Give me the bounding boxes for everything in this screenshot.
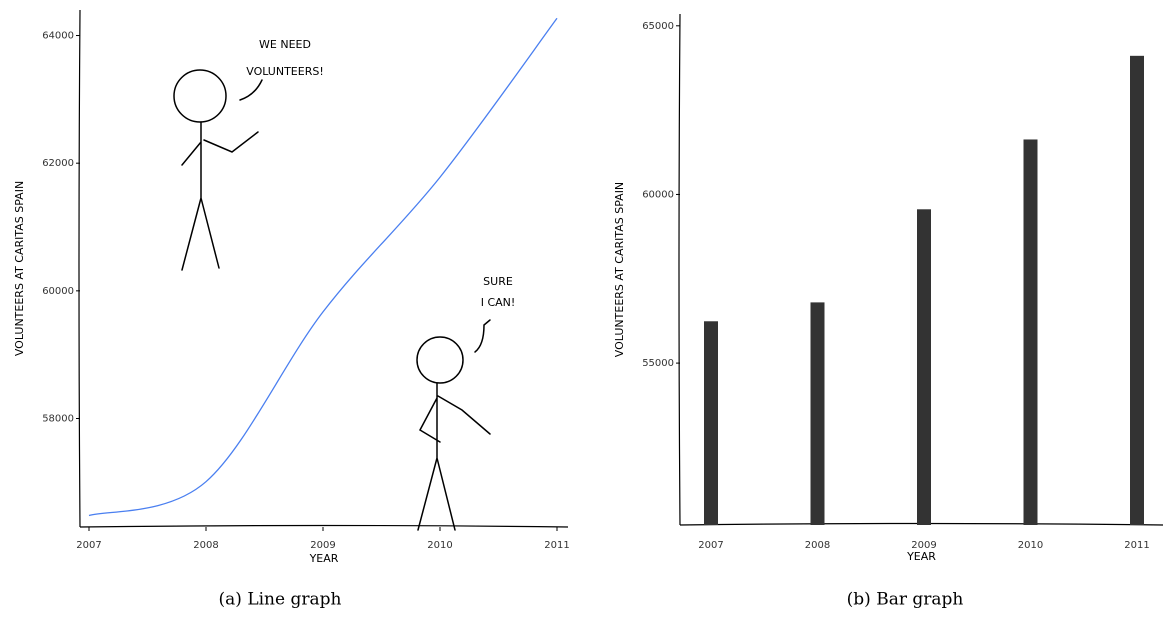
bar	[704, 321, 718, 525]
x-axis-label: YEAR	[906, 550, 936, 563]
y-tick-label: 60000	[42, 286, 74, 297]
annotation: SURE	[483, 275, 513, 288]
x-axis-label: YEAR	[309, 552, 339, 565]
y-axis-label: VOLUNTEERS AT CARITAS SPAIN	[613, 182, 626, 357]
annotation: WE NEED	[259, 38, 311, 51]
y-axis-label: VOLUNTEERS AT CARITAS SPAIN	[13, 181, 26, 356]
y-tick-label: 60000	[642, 189, 674, 200]
x-tick-label: 2009	[911, 540, 936, 551]
stick-figure	[416, 319, 491, 531]
x-tick-label: 2010	[1018, 540, 1043, 551]
annotation: I CAN!	[481, 296, 516, 309]
bar	[917, 209, 931, 525]
x-tick-label: 2008	[193, 540, 218, 551]
x-tick-label: 2007	[698, 540, 723, 551]
y-tick-label: 62000	[42, 158, 74, 169]
y-tick-label: 64000	[42, 31, 74, 42]
x-axis	[79, 524, 569, 528]
line	[88, 17, 558, 517]
bar	[810, 302, 825, 525]
x-tick-label: 2011	[1124, 540, 1149, 551]
y-tick-label: 65000	[642, 21, 674, 32]
stick-figure	[173, 69, 263, 271]
annotation: VOLUNTEERS!	[246, 65, 324, 78]
x-tick-label: 2007	[76, 540, 101, 551]
y-tick-label: 58000	[42, 413, 74, 424]
x-tick-label: 2009	[310, 540, 335, 551]
bar	[1023, 139, 1038, 525]
y-axis	[78, 9, 81, 528]
x-tick-label: 2008	[805, 540, 830, 551]
y-axis	[678, 13, 681, 526]
x-tick-label: 2011	[544, 540, 569, 551]
x-tick-label: 2010	[427, 540, 452, 551]
caption: (b) Bar graph	[847, 590, 964, 610]
bar	[1130, 55, 1144, 525]
caption: (a) Line graph	[219, 590, 342, 610]
y-tick-label: 55000	[642, 358, 674, 369]
